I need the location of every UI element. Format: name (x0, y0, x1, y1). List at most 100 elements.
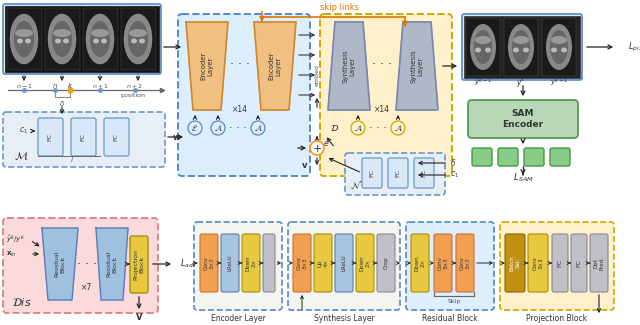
Circle shape (251, 121, 265, 135)
FancyBboxPatch shape (472, 148, 492, 166)
Bar (466, 18, 500, 76)
Text: ×7: ×7 (81, 283, 93, 292)
Text: $\delta$: $\delta$ (59, 98, 65, 108)
Text: embed: embed (314, 64, 319, 86)
Text: Crop: Crop (383, 257, 388, 269)
FancyBboxPatch shape (200, 234, 218, 292)
Text: LReLU: LReLU (342, 255, 346, 271)
Text: $l$: $l$ (70, 155, 74, 164)
Text: $\mathbf{x}_{in}$: $\mathbf{x}_{in}$ (6, 249, 17, 259)
Ellipse shape (485, 47, 491, 53)
Ellipse shape (124, 14, 152, 64)
Bar (5, 6, 159, 72)
Text: Residual
Block: Residual Block (107, 251, 117, 277)
Text: $\mathcal{A}$: $\mathcal{A}$ (214, 124, 222, 133)
FancyBboxPatch shape (194, 222, 282, 310)
Text: Encoder
Layer: Encoder Layer (269, 52, 282, 80)
Text: $\hat{y}^{k+1}$: $\hat{y}^{k+1}$ (550, 77, 568, 89)
Text: Dot
Prod.: Dot Prod. (594, 256, 604, 270)
Bar (83, 8, 118, 70)
FancyBboxPatch shape (462, 14, 582, 80)
FancyBboxPatch shape (528, 234, 548, 292)
Ellipse shape (475, 47, 481, 53)
FancyBboxPatch shape (456, 234, 474, 292)
FancyBboxPatch shape (104, 118, 129, 156)
FancyBboxPatch shape (221, 234, 239, 292)
Text: $\mathcal{A}$: $\mathcal{A}$ (394, 124, 403, 133)
FancyBboxPatch shape (414, 158, 434, 188)
Circle shape (351, 121, 365, 135)
FancyBboxPatch shape (468, 100, 578, 138)
Ellipse shape (53, 29, 71, 37)
Text: $n-1$: $n-1$ (15, 82, 33, 90)
Ellipse shape (470, 24, 496, 70)
Ellipse shape (93, 38, 99, 44)
FancyBboxPatch shape (571, 234, 587, 292)
Text: $\mathcal{A}$: $\mathcal{A}$ (354, 124, 362, 133)
Ellipse shape (523, 47, 529, 53)
Text: $c_1$: $c_1$ (19, 126, 28, 136)
Ellipse shape (129, 29, 147, 37)
Text: $\mathbf{V}$: $\mathbf{V}$ (135, 310, 143, 321)
FancyBboxPatch shape (130, 236, 148, 293)
FancyBboxPatch shape (288, 222, 400, 310)
Text: $k$: $k$ (67, 82, 73, 90)
FancyBboxPatch shape (38, 118, 63, 156)
FancyBboxPatch shape (71, 118, 96, 156)
Ellipse shape (131, 38, 137, 44)
Ellipse shape (90, 21, 110, 57)
Text: $L_{adv}$: $L_{adv}$ (180, 258, 198, 270)
Ellipse shape (128, 21, 148, 57)
Ellipse shape (551, 47, 557, 53)
Text: Residual Block: Residual Block (422, 314, 478, 323)
Text: $n+2$: $n+2$ (127, 82, 143, 90)
Polygon shape (328, 22, 370, 110)
Text: $\mathcal{M}$: $\mathcal{M}$ (14, 150, 29, 162)
FancyBboxPatch shape (345, 153, 445, 195)
Text: Batch
Sid.: Batch Sid. (509, 255, 520, 271)
FancyBboxPatch shape (590, 234, 608, 292)
Ellipse shape (86, 14, 114, 64)
Bar (504, 18, 538, 76)
FancyBboxPatch shape (524, 148, 544, 166)
Ellipse shape (512, 30, 530, 64)
Bar (7, 8, 42, 70)
Text: $n$: $n$ (52, 82, 58, 90)
FancyBboxPatch shape (320, 14, 452, 176)
Text: · · ·: · · · (230, 58, 250, 72)
Circle shape (211, 121, 225, 135)
Text: Encoder
Layer: Encoder Layer (200, 52, 214, 80)
Text: FC: FC (396, 169, 401, 177)
Text: FC: FC (557, 259, 563, 267)
Text: $\hat{y}^k/y^k$: $\hat{y}^k/y^k$ (6, 234, 25, 246)
Bar (464, 16, 580, 78)
Text: · · ·: · · · (372, 58, 392, 72)
Text: FC: FC (113, 133, 118, 141)
Text: Down
2×: Down 2× (415, 255, 426, 271)
Text: $L_{SAM}$: $L_{SAM}$ (513, 172, 533, 184)
Ellipse shape (15, 29, 33, 37)
Text: Up
4×: Up 4× (317, 259, 328, 267)
Polygon shape (42, 228, 78, 300)
FancyBboxPatch shape (505, 234, 525, 292)
Ellipse shape (10, 14, 38, 64)
Text: position: position (120, 93, 145, 97)
Ellipse shape (513, 36, 529, 44)
Text: $L_{pix}$: $L_{pix}$ (628, 40, 640, 54)
Ellipse shape (546, 24, 572, 70)
Ellipse shape (561, 47, 567, 53)
FancyBboxPatch shape (293, 234, 311, 292)
Text: Synthesis
Layer: Synthesis Layer (342, 49, 355, 83)
FancyBboxPatch shape (498, 148, 518, 166)
Text: Conv
3×3: Conv 3×3 (296, 256, 307, 270)
Text: FC: FC (422, 169, 426, 177)
Ellipse shape (63, 38, 69, 44)
Text: $\hat{y}^{k}$: $\hat{y}^{k}$ (516, 76, 526, 90)
Circle shape (310, 141, 324, 155)
Circle shape (188, 121, 202, 135)
Ellipse shape (551, 36, 567, 44)
Text: FC: FC (81, 133, 86, 141)
Text: $n+1$: $n+1$ (92, 82, 109, 90)
Text: Synthesis Layer: Synthesis Layer (314, 314, 374, 323)
Ellipse shape (25, 38, 31, 44)
